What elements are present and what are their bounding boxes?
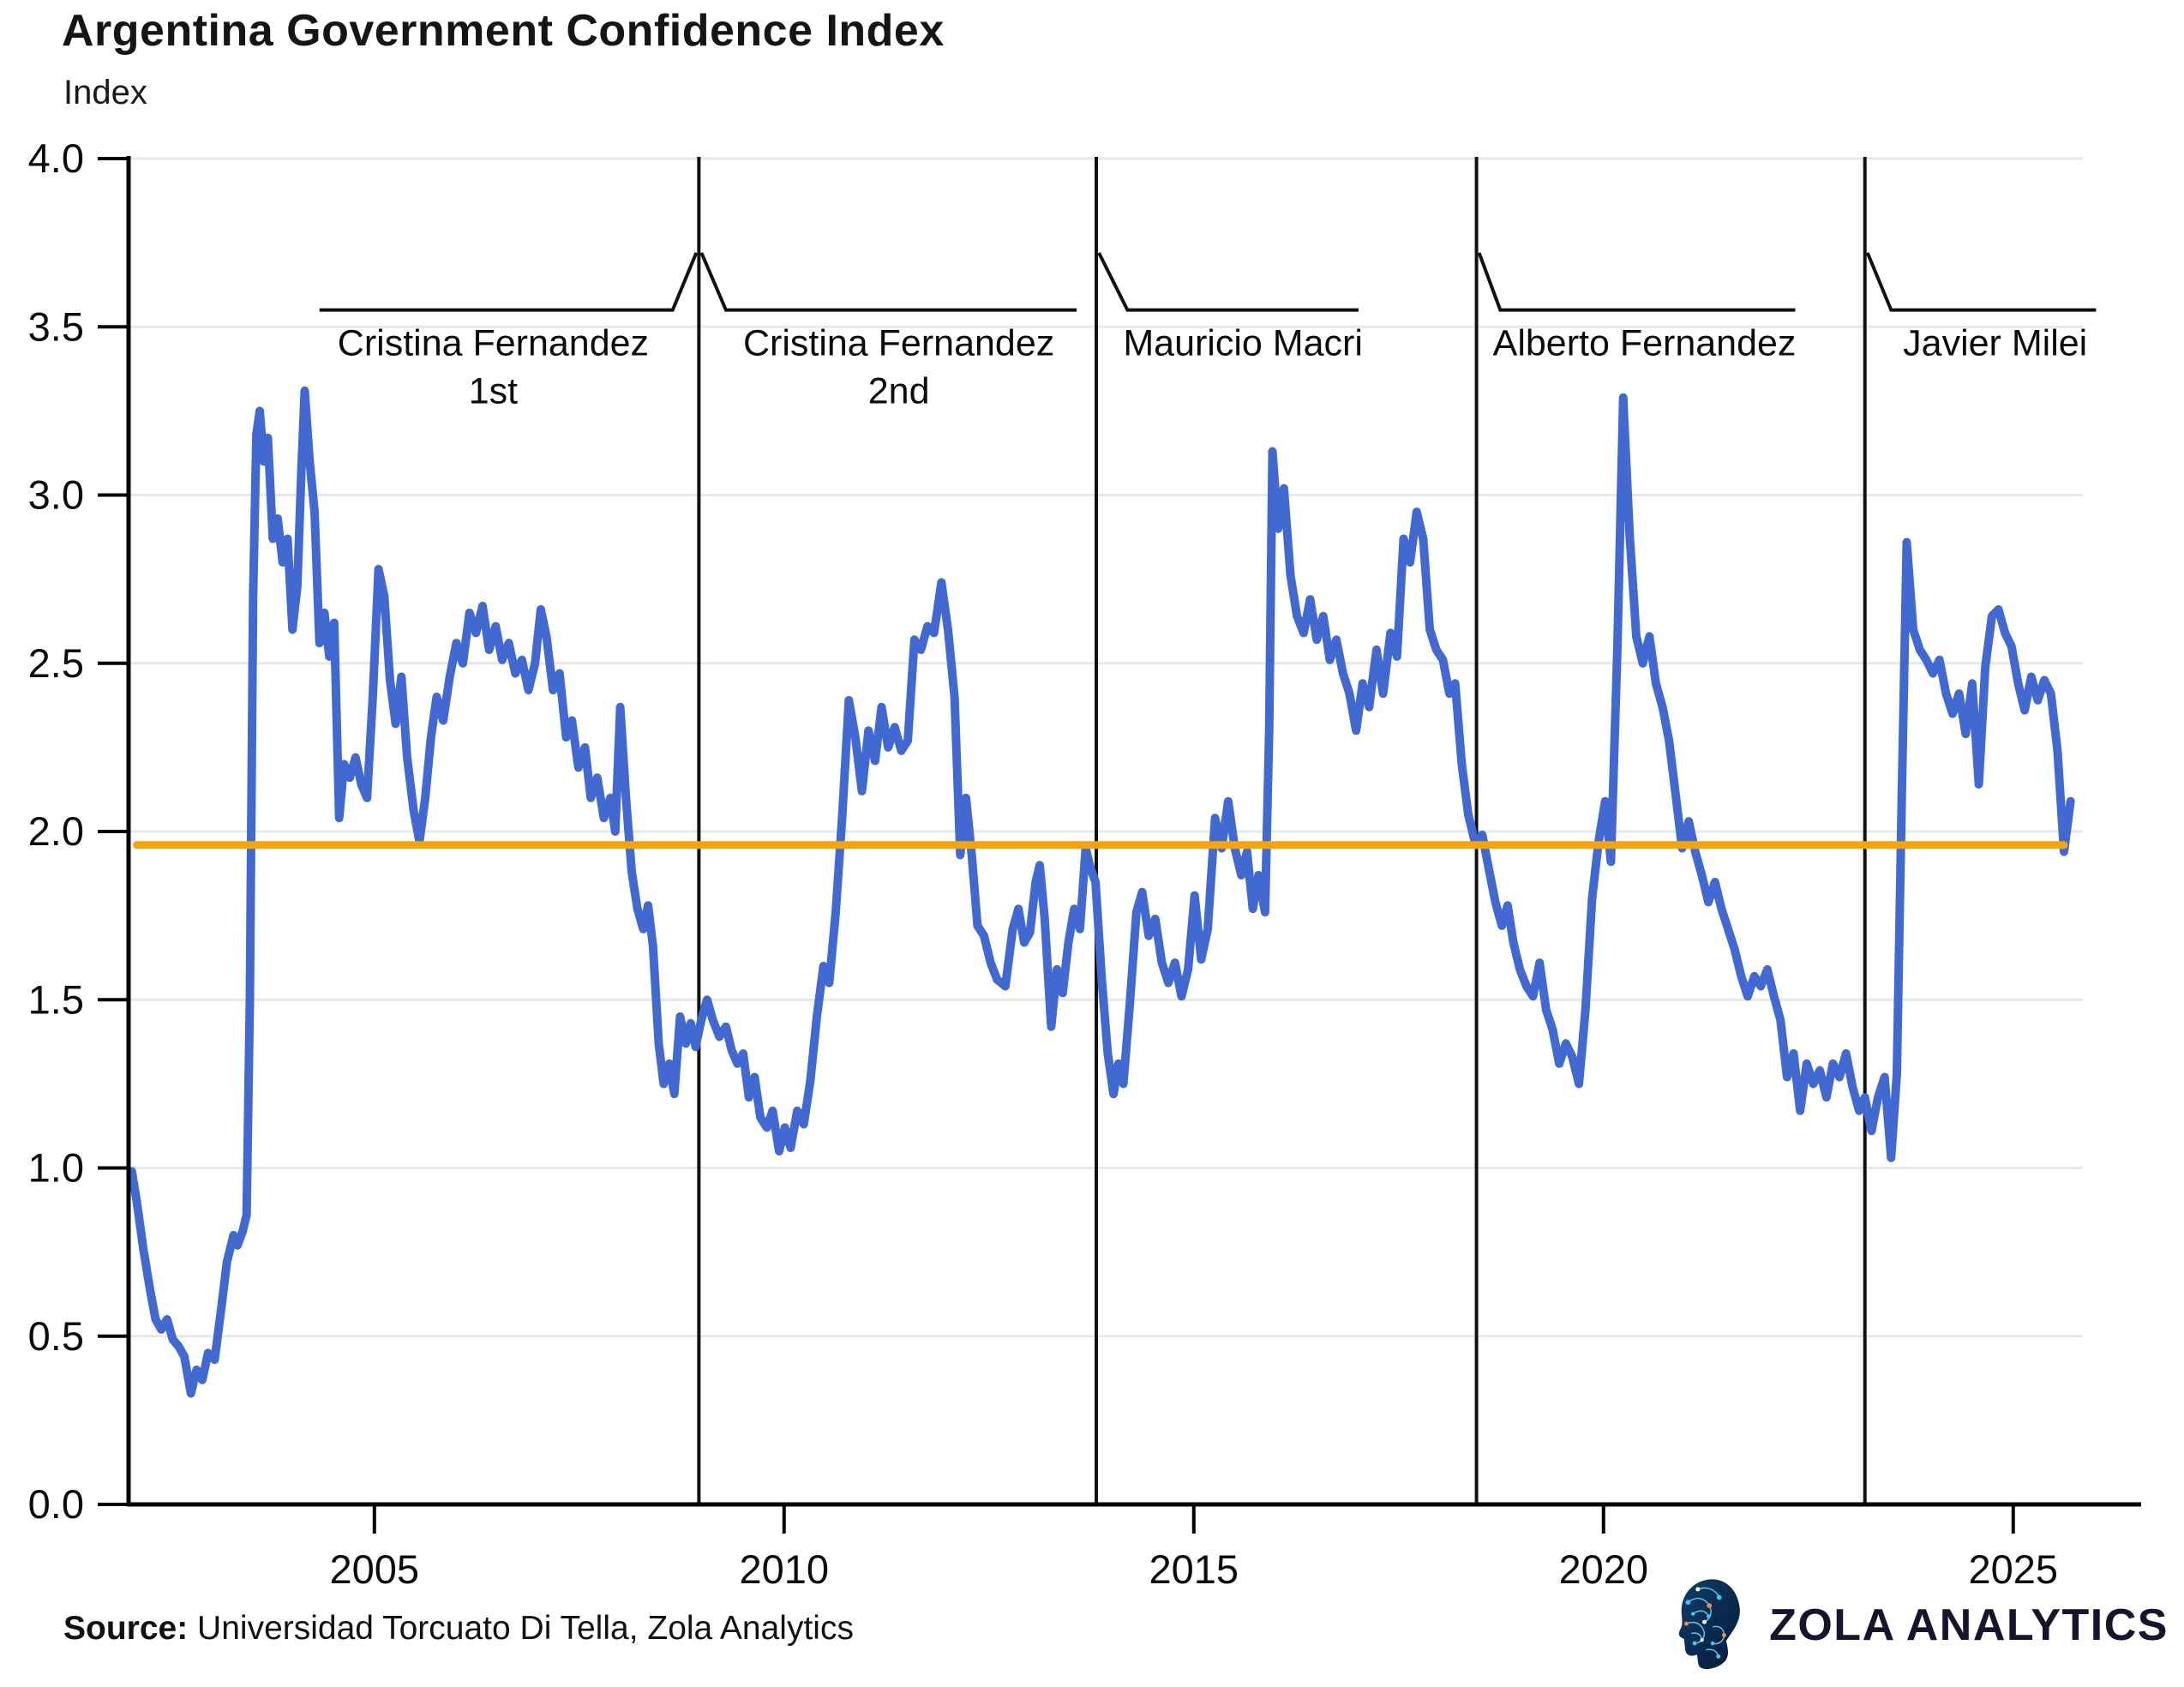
brain-circuit-head-icon (1678, 1579, 1740, 1670)
page-title: Argentina Government Confidence Index (62, 6, 945, 56)
x-tick-label: 2015 (1149, 1546, 1239, 1592)
term-annotation-bracket (699, 252, 1077, 312)
source-text: Universidad Torcuato Di Tella, Zola Anal… (197, 1610, 854, 1647)
term-annotation-bracket (1865, 252, 2097, 312)
y-tick-label: 0.5 (28, 1313, 84, 1359)
president-term-label: Cristina Fernandez (338, 323, 649, 364)
y-tick-label: 2.0 (28, 808, 84, 854)
y-axis-unit-label: Index (63, 74, 147, 111)
y-tick-label: 1.5 (28, 976, 84, 1022)
term-annotation-bracket (319, 252, 699, 312)
term-annotation-bracket (1477, 252, 1796, 312)
term-annotation-bracket (1097, 252, 1359, 312)
y-tick-label: 1.0 (28, 1145, 84, 1191)
y-tick-label: 3.0 (28, 472, 84, 518)
president-term-label: 1st (469, 371, 518, 412)
x-tick-label: 2025 (1968, 1546, 2058, 1592)
x-tick-label: 2005 (330, 1546, 420, 1592)
president-term-label: Mauricio Macri (1123, 323, 1363, 364)
y-tick-label: 3.5 (28, 303, 84, 349)
y-tick-label: 0.0 (28, 1481, 84, 1527)
president-term-label: Cristina Fernandez (743, 323, 1054, 364)
x-tick-label: 2020 (1558, 1546, 1648, 1592)
president-term-label: Alberto Fernandez (1493, 323, 1797, 364)
source-credit: Source: Universidad Torcuato Di Tella, Z… (63, 1610, 854, 1648)
y-tick-label: 2.5 (28, 640, 84, 686)
brand-lockup: ZOLA ANALYTICS (1677, 1577, 2169, 1673)
president-term-label: Javier Milei (1903, 323, 2087, 364)
confidence-index-line (127, 386, 2075, 1398)
y-tick-label: 4.0 (28, 135, 84, 181)
source-label: Source: (63, 1610, 189, 1647)
x-tick-label: 2010 (739, 1546, 829, 1592)
president-term-label: 2nd (868, 371, 930, 412)
brand-name: ZOLA ANALYTICS (1769, 1600, 2169, 1650)
